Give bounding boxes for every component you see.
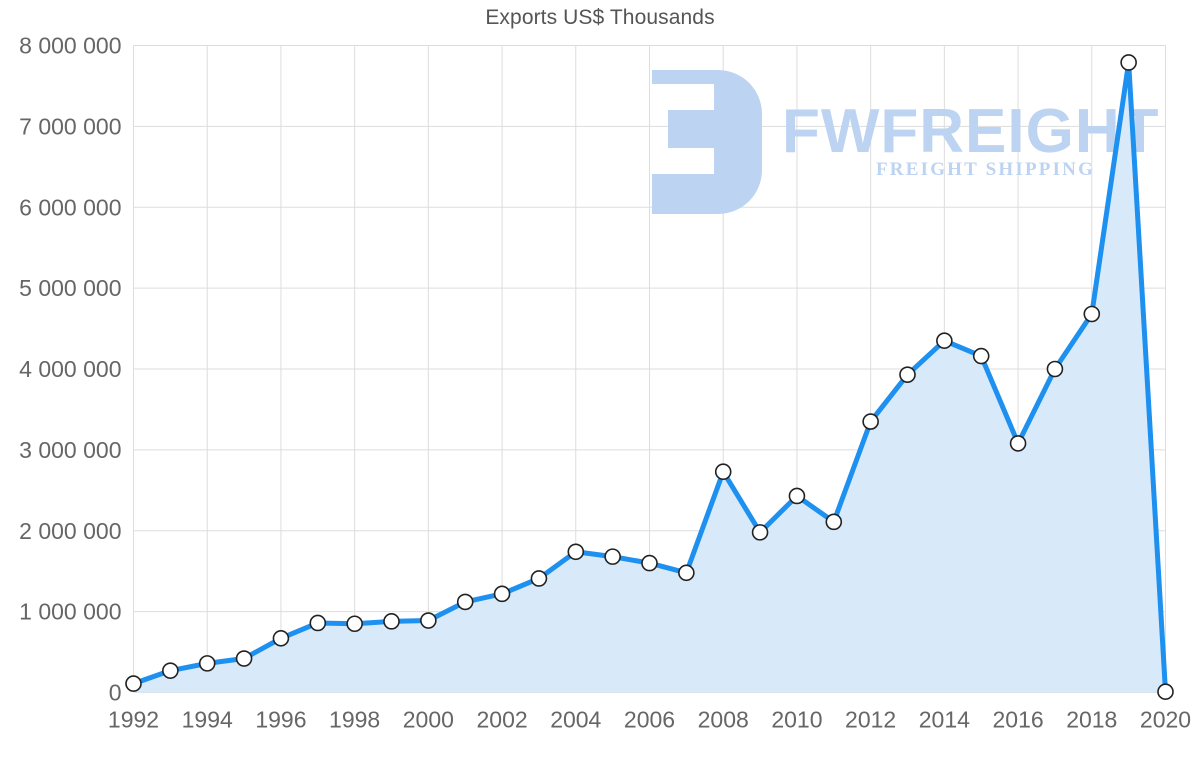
data-point-marker[interactable] — [825, 513, 843, 531]
watermark-tagline-text: FREIGHT SHIPPING — [876, 159, 1095, 180]
data-point-marker[interactable] — [346, 615, 363, 633]
data-point-marker[interactable] — [788, 487, 806, 505]
data-point-marker[interactable] — [530, 570, 548, 587]
x-axis-tick-label: 2014 — [919, 707, 970, 733]
y-axis-tick-label: 2 000 000 — [19, 518, 121, 544]
data-point-marker[interactable] — [862, 413, 879, 430]
x-axis-tick-label: 2008 — [698, 707, 749, 733]
data-point-marker[interactable] — [420, 612, 437, 629]
area-fill — [133, 62, 1166, 693]
y-axis-tick-label: 1 000 000 — [19, 599, 121, 625]
x-axis-tick-label: 1992 — [108, 707, 159, 733]
data-point-marker[interactable] — [714, 463, 732, 481]
data-markers — [125, 54, 1174, 700]
data-point-marker[interactable] — [899, 366, 916, 383]
data-point-marker[interactable] — [1157, 683, 1174, 700]
data-point-marker[interactable] — [1046, 360, 1064, 378]
x-axis-tick-label: 2020 — [1140, 707, 1191, 733]
x-axis-tick-label: 2016 — [992, 707, 1043, 733]
data-point-marker[interactable] — [641, 554, 658, 572]
watermark-layer: FWFREIGHT FREIGHT SHIPPING — [652, 70, 1160, 214]
y-axis-tick-label: 4 000 000 — [19, 356, 121, 382]
data-point-marker[interactable] — [751, 524, 769, 541]
data-point-marker[interactable] — [972, 347, 990, 365]
y-axis-tick-label: 8 000 000 — [19, 33, 121, 59]
data-point-marker[interactable] — [309, 614, 327, 632]
data-point-marker[interactable] — [125, 675, 142, 692]
x-axis-tick-label: 2004 — [550, 707, 601, 733]
data-point-marker[interactable] — [1083, 305, 1101, 323]
x-axis-tick-label: 2018 — [1066, 707, 1117, 733]
data-point-marker[interactable] — [383, 613, 400, 630]
y-axis-tick-label: 7 000 000 — [19, 113, 121, 139]
data-point-marker[interactable] — [198, 655, 216, 672]
data-point-marker[interactable] — [272, 630, 290, 647]
data-point-marker[interactable] — [235, 650, 253, 667]
data-point-marker[interactable] — [678, 564, 695, 582]
y-axis-tick-label: 6 000 000 — [19, 194, 121, 220]
watermark-brand-text: FWFREIGHT — [782, 97, 1160, 166]
data-point-marker[interactable] — [493, 585, 511, 603]
data-point-marker[interactable] — [456, 593, 474, 611]
y-axis-tick-label: 3 000 000 — [19, 437, 121, 463]
data-point-marker[interactable] — [1009, 435, 1027, 452]
chart-title: Exports US$ Thousands — [485, 6, 715, 29]
x-axis-tick-label: 2012 — [845, 707, 896, 733]
data-point-marker[interactable] — [936, 332, 953, 349]
y-axis-tick-label: 5 000 000 — [19, 275, 121, 301]
x-axis-tick-label: 2006 — [624, 707, 675, 733]
x-axis-tick-label: 2010 — [771, 707, 822, 733]
x-axis-tick-label: 2002 — [476, 707, 527, 733]
area-fill-path — [133, 62, 1166, 693]
x-axis-tick-label: 1996 — [255, 707, 306, 733]
data-point-marker[interactable] — [604, 548, 621, 565]
x-axis-tick-label: 1998 — [329, 707, 380, 733]
y-axis-tick-label: 0 — [109, 680, 122, 706]
data-point-marker[interactable] — [162, 662, 179, 679]
x-axis-tick-labels: 1992 1994 1996 1998 2000 2002 2004 2006 2008 2010… — [108, 707, 1191, 733]
data-point-marker[interactable] — [567, 543, 585, 561]
data-point-marker[interactable] — [1120, 54, 1137, 71]
fwfreight-logo-icon — [652, 70, 762, 214]
x-axis-tick-label: 2000 — [403, 707, 454, 733]
y-axis-tick-labels: 0 1 000 000 2 000 000 3 000 000 4 000 000 5 0… — [19, 33, 121, 706]
x-axis-tick-label: 1994 — [182, 707, 233, 733]
